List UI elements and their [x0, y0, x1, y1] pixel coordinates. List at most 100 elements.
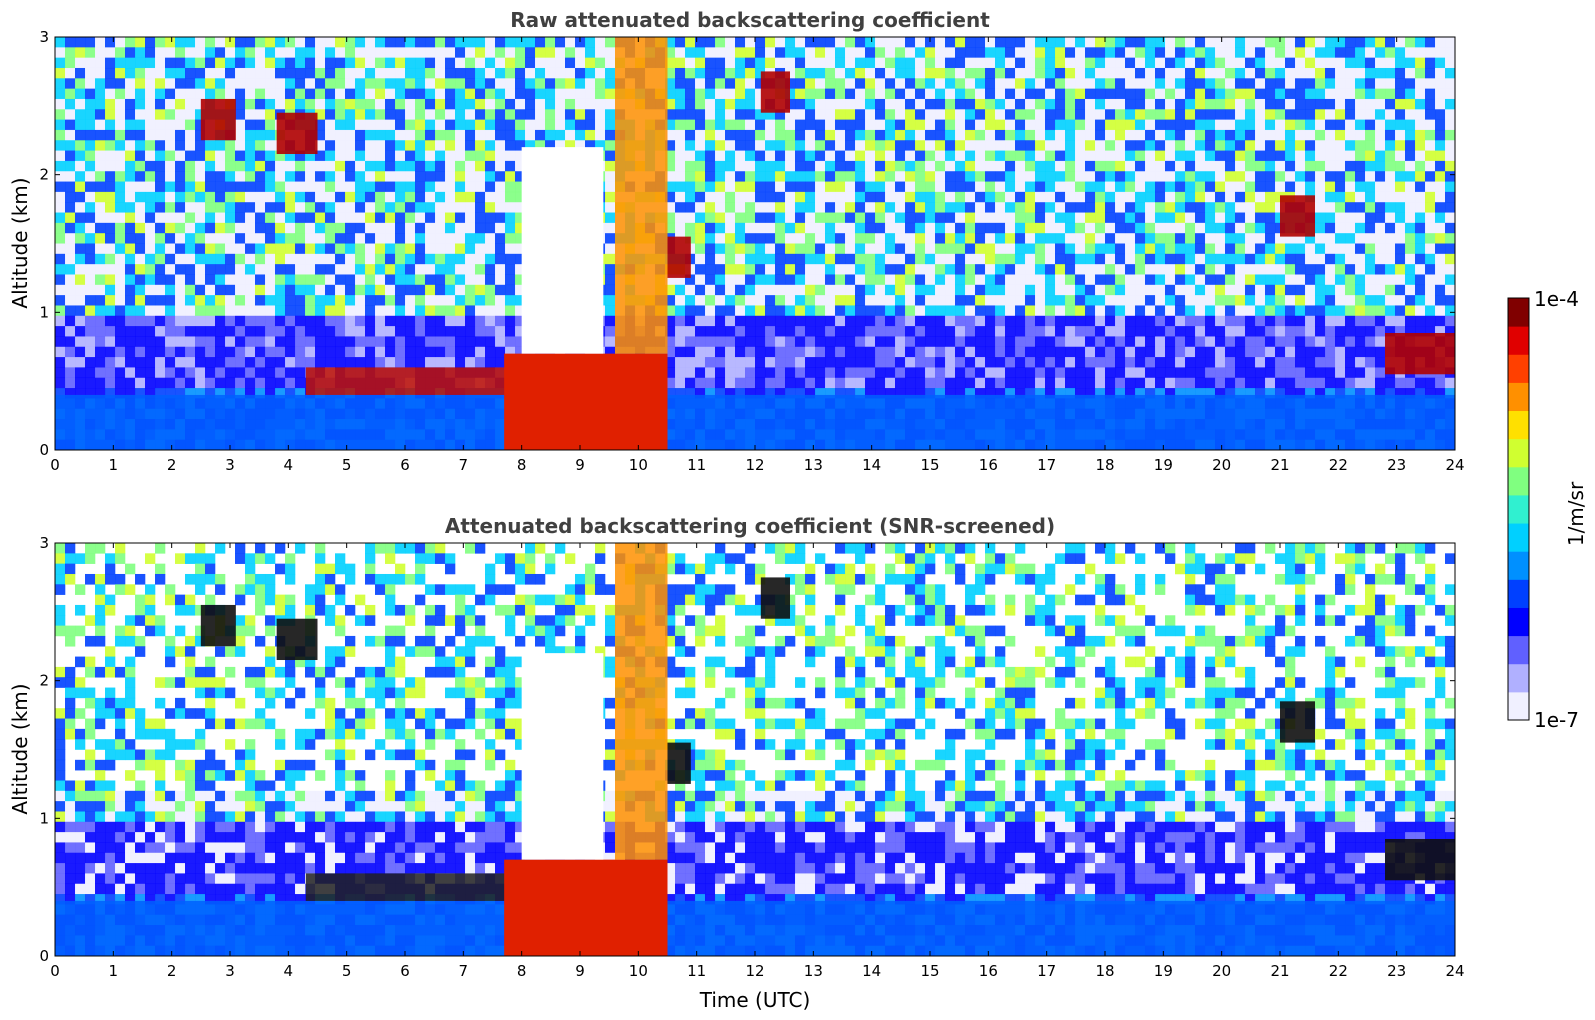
heatmap-cell	[275, 336, 286, 348]
heatmap-cell	[935, 119, 946, 131]
heatmap-cell	[385, 243, 396, 255]
heatmap-cell	[805, 357, 816, 368]
heatmap-cell	[1125, 295, 1136, 306]
heatmap-cell	[1045, 264, 1056, 275]
heatmap-cell	[375, 140, 386, 151]
heatmap-cell	[135, 191, 146, 203]
heatmap-cell	[1225, 367, 1236, 379]
heatmap-cell	[925, 305, 936, 317]
heatmap-cell	[725, 357, 736, 368]
heatmap-cell	[815, 191, 826, 203]
heatmap-cell	[95, 160, 106, 172]
heatmap-cell	[745, 253, 756, 265]
heatmap-cell	[1005, 264, 1016, 275]
heatmap-cell	[795, 264, 806, 275]
heatmap-cell	[675, 212, 686, 224]
heatmap-cell	[405, 57, 416, 69]
heatmap-cell	[405, 129, 416, 141]
heatmap-cell	[1015, 243, 1026, 255]
heatmap-cell	[455, 295, 466, 306]
heatmap-cell	[1175, 346, 1186, 358]
heatmap-cell	[805, 119, 816, 131]
heatmap-cell	[245, 367, 256, 379]
heatmap-cell	[875, 150, 886, 162]
heatmap-cell	[685, 150, 696, 162]
heatmap-cell	[775, 202, 786, 213]
heatmap-cell	[105, 284, 116, 296]
heatmap-cell	[335, 222, 346, 234]
heatmap-cell	[1295, 37, 1306, 48]
heatmap-cell	[495, 160, 506, 172]
heatmap-cell	[1095, 388, 1106, 399]
heatmap-cell	[1265, 160, 1276, 172]
heatmap-cell	[725, 336, 736, 348]
heatmap-cell	[705, 212, 716, 224]
heatmap-cell	[695, 253, 706, 265]
heatmap-cell	[885, 191, 896, 203]
heatmap-cell	[675, 388, 686, 399]
heatmap-cell	[515, 346, 526, 358]
heatmap-cell	[1245, 346, 1256, 358]
heatmap-cell	[955, 253, 966, 265]
heatmap-cell	[425, 202, 436, 213]
heatmap-cell	[325, 315, 336, 327]
heatmap-cell	[1195, 233, 1206, 244]
heatmap-cell	[195, 212, 206, 224]
heatmap-cell	[215, 284, 226, 296]
heatmap-cell	[755, 243, 766, 255]
heatmap-cell	[115, 346, 126, 358]
heatmap-cell	[255, 305, 266, 317]
heatmap-cell	[275, 388, 286, 399]
heatmap-cell	[515, 202, 526, 213]
heatmap-cell	[1055, 222, 1066, 234]
heatmap-cell	[105, 88, 116, 100]
heatmap-cell	[505, 274, 516, 286]
heatmap-cell	[285, 212, 296, 224]
heatmap-cell	[175, 37, 186, 48]
heatmap-cell	[445, 150, 456, 162]
heatmap-cell	[145, 264, 156, 275]
heatmap-cell	[175, 243, 186, 255]
heatmap-cell	[1275, 57, 1286, 69]
heatmap-cell	[745, 109, 756, 120]
heatmap-cell	[435, 78, 446, 89]
heatmap-cell	[1055, 37, 1066, 48]
heatmap-cell	[605, 181, 616, 193]
heatmap-cell	[815, 367, 826, 379]
heatmap-cell	[955, 346, 966, 358]
heatmap-cell	[1105, 191, 1116, 203]
heatmap-cell	[285, 47, 296, 58]
heatmap-cell	[435, 202, 446, 213]
heatmap-cell	[345, 78, 356, 89]
heatmap-cell	[75, 357, 86, 368]
heatmap-cell	[1125, 37, 1136, 48]
heatmap-cell	[315, 222, 326, 234]
heatmap-cell	[1185, 98, 1196, 110]
heatmap-cell	[755, 78, 766, 89]
heatmap-cell	[905, 150, 916, 162]
heatmap-cell	[935, 140, 946, 151]
heatmap-cell	[755, 336, 766, 348]
heatmap-cell	[505, 264, 516, 275]
heatmap-cell	[475, 171, 486, 182]
heatmap-cell	[975, 346, 986, 358]
heatmap-cell	[175, 357, 186, 368]
heatmap-cell	[1295, 88, 1306, 100]
heatmap-cell	[835, 346, 846, 358]
heatmap-cell	[115, 233, 126, 244]
heatmap-cell	[1185, 336, 1196, 348]
heatmap-cell	[1035, 305, 1046, 317]
heatmap-cell	[195, 150, 206, 162]
heatmap-cell	[1095, 181, 1106, 193]
heatmap-cell	[155, 88, 166, 100]
heatmap-cell	[435, 57, 446, 69]
heatmap-cell	[255, 78, 266, 89]
heatmap-cell	[185, 181, 196, 193]
heatmap-cell	[1085, 305, 1096, 317]
heatmap-cell	[795, 367, 806, 379]
heatmap-cell	[245, 326, 256, 337]
heatmap-cell	[375, 264, 386, 275]
heatmap-cell	[85, 326, 96, 337]
heatmap-cell	[415, 336, 426, 348]
heatmap-cell	[1215, 119, 1226, 131]
